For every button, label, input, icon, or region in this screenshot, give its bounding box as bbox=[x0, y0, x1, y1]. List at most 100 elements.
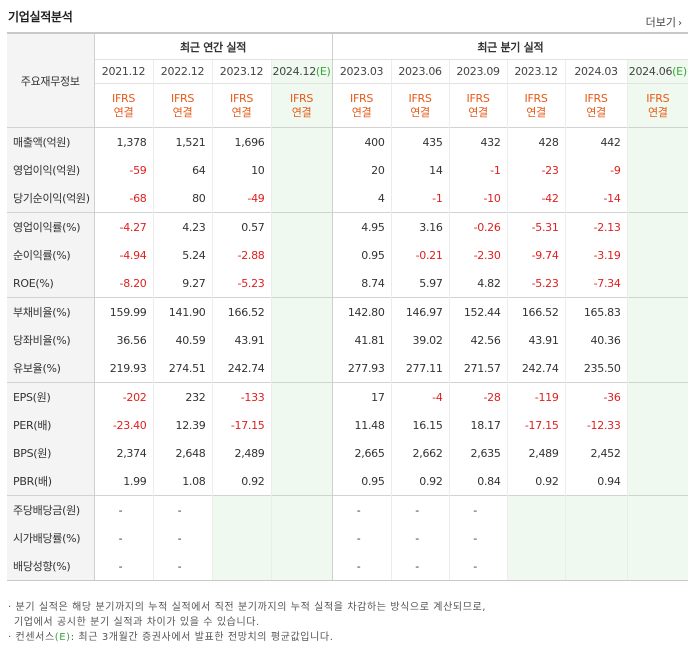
table-cell: 232 bbox=[152, 382, 212, 411]
annual-group-header: 최근 연간 실적 bbox=[93, 32, 333, 60]
table-cell: 1,696 bbox=[211, 127, 271, 156]
table-row: PER(배) -23.40 12.39 -17.15 11.48 16.15 18.17 -1… bbox=[7, 411, 689, 439]
table-cell: -9 bbox=[564, 156, 628, 184]
table-cell: 159.99 bbox=[93, 297, 153, 326]
table-cell: - bbox=[152, 524, 212, 552]
row-label: 매출액(억원) bbox=[7, 127, 94, 156]
period-header: 2022.12 bbox=[152, 59, 212, 84]
table-cell bbox=[270, 127, 333, 156]
table-cell: -23.40 bbox=[93, 411, 153, 439]
table-cell: -28 bbox=[448, 382, 508, 411]
ifrs-badge: IFRS 연결 bbox=[564, 83, 628, 128]
table-cell bbox=[506, 524, 566, 552]
table-row: 매출액(억원) 1,378 1,521 1,696 400 435 432 428 442 bbox=[7, 127, 689, 156]
table-cell: 14 bbox=[390, 156, 450, 184]
table-cell: 4.82 bbox=[448, 269, 508, 298]
table-row: PBR(배) 1.99 1.08 0.92 0.95 0.92 0.84 0.92 0.94 bbox=[7, 467, 689, 496]
table-cell: -14 bbox=[564, 184, 628, 213]
table-cell: -59 bbox=[93, 156, 153, 184]
table-cell: -4 bbox=[390, 382, 450, 411]
table-cell bbox=[270, 495, 333, 524]
table-row: 순이익률(%) -4.94 5.24 -2.88 0.95 -0.21 -2.30 -9.74… bbox=[7, 241, 689, 269]
ifrs-label: IFRS bbox=[290, 91, 314, 105]
table-cell: -49 bbox=[211, 184, 271, 213]
table-cell: - bbox=[448, 552, 508, 581]
table-cell bbox=[270, 552, 333, 581]
table-cell: 3.16 bbox=[390, 212, 450, 241]
table-cell: 41.81 bbox=[331, 326, 392, 354]
consolidated-label: 연결 bbox=[291, 105, 312, 119]
table-cell bbox=[506, 495, 566, 524]
table-cell bbox=[626, 467, 689, 496]
ifrs-badge: IFRS 연결 bbox=[331, 83, 392, 128]
table-cell bbox=[270, 354, 333, 383]
table-cell: - bbox=[93, 524, 153, 552]
table-cell: -0.21 bbox=[390, 241, 450, 269]
table-cell: 39.02 bbox=[390, 326, 450, 354]
table-cell bbox=[626, 524, 689, 552]
table-cell: - bbox=[331, 552, 392, 581]
table-cell: 0.95 bbox=[331, 241, 392, 269]
table-cell: - bbox=[152, 495, 212, 524]
table-cell bbox=[626, 326, 689, 354]
table-cell: 20 bbox=[331, 156, 392, 184]
table-cell: 1,521 bbox=[152, 127, 212, 156]
table-row: BPS(원) 2,374 2,648 2,489 2,665 2,662 2,635 2,48… bbox=[7, 439, 689, 467]
table-cell bbox=[506, 552, 566, 581]
table-cell bbox=[270, 411, 333, 439]
table-row: EPS(원) -202 232 -133 17 -4 -28 -119 -36 bbox=[7, 382, 689, 411]
table-cell: - bbox=[93, 495, 153, 524]
table-cell: -0.26 bbox=[448, 212, 508, 241]
consolidated-label: 연결 bbox=[647, 105, 668, 119]
period-label: 2023.12 bbox=[219, 65, 264, 78]
table-cell: -1 bbox=[448, 156, 508, 184]
ifrs-badge: IFRS 연결 bbox=[390, 83, 450, 128]
table-cell: -133 bbox=[211, 382, 271, 411]
table-cell bbox=[270, 467, 333, 496]
row-label: PBR(배) bbox=[7, 467, 94, 496]
table-cell bbox=[270, 382, 333, 411]
ifrs-badge: IFRS 연결 bbox=[270, 83, 333, 128]
footnote-2: 기업에서 공시한 분기 실적과 차이가 있을 수 있습니다. bbox=[14, 617, 260, 628]
footnote-3: · 컨센서스(E): 최근 3개월간 증권사에서 발표한 전망치의 평균값입니다… bbox=[8, 630, 486, 645]
table-cell: -2.13 bbox=[564, 212, 628, 241]
period-header: 2023.12 bbox=[506, 59, 566, 84]
table-cell: 2,648 bbox=[152, 439, 212, 467]
table-cell bbox=[626, 241, 689, 269]
ifrs-label: IFRS bbox=[408, 91, 432, 105]
ifrs-label: IFRS bbox=[466, 91, 490, 105]
table-cell: - bbox=[93, 552, 153, 581]
table-row: 당좌비율(%) 36.56 40.59 43.91 41.81 39.02 42.56 43.… bbox=[7, 326, 689, 354]
table-cell: 4.23 bbox=[152, 212, 212, 241]
table-row: 주당배당금(원) - - - - - bbox=[7, 495, 689, 524]
table-cell: -8.20 bbox=[93, 269, 153, 298]
table-cell: 2,374 bbox=[93, 439, 153, 467]
table-cell bbox=[626, 269, 689, 298]
table-cell: 10 bbox=[211, 156, 271, 184]
table-cell: -202 bbox=[93, 382, 153, 411]
table-cell: 242.74 bbox=[211, 354, 271, 383]
table-cell: 4.95 bbox=[331, 212, 392, 241]
table-cell: 1.08 bbox=[152, 467, 212, 496]
table-cell: 16.15 bbox=[390, 411, 450, 439]
more-link[interactable]: 더보기 › bbox=[646, 14, 682, 30]
table-cell bbox=[626, 495, 689, 524]
table-cell: 12.39 bbox=[152, 411, 212, 439]
table-cell: 0.94 bbox=[564, 467, 628, 496]
table-row: 영업이익률(%) -4.27 4.23 0.57 4.95 3.16 -0.26 -5.31-… bbox=[7, 212, 689, 241]
ifrs-badge: IFRS 연결 bbox=[152, 83, 212, 128]
table-cell: -5.31 bbox=[506, 212, 566, 241]
table-cell bbox=[270, 439, 333, 467]
row-label: BPS(원) bbox=[7, 439, 94, 467]
table-cell bbox=[211, 552, 271, 581]
table-cell: 18.17 bbox=[448, 411, 508, 439]
financial-summary-table: 주요재무정보 최근 연간 실적 최근 분기 실적 2021.12 2022.12 2… bbox=[7, 32, 689, 581]
table-cell bbox=[626, 552, 689, 581]
table-cell bbox=[626, 297, 689, 326]
footnote-1: · 분기 실적은 해당 분기까지의 누적 실적에서 직전 분기까지의 누적 실적… bbox=[8, 602, 487, 613]
chevron-right-icon: › bbox=[678, 18, 682, 29]
period-label: 2024.06 bbox=[628, 65, 673, 78]
table-cell: 235.50 bbox=[564, 354, 628, 383]
table-cell bbox=[270, 326, 333, 354]
period-label: 2021.12 bbox=[101, 65, 146, 78]
